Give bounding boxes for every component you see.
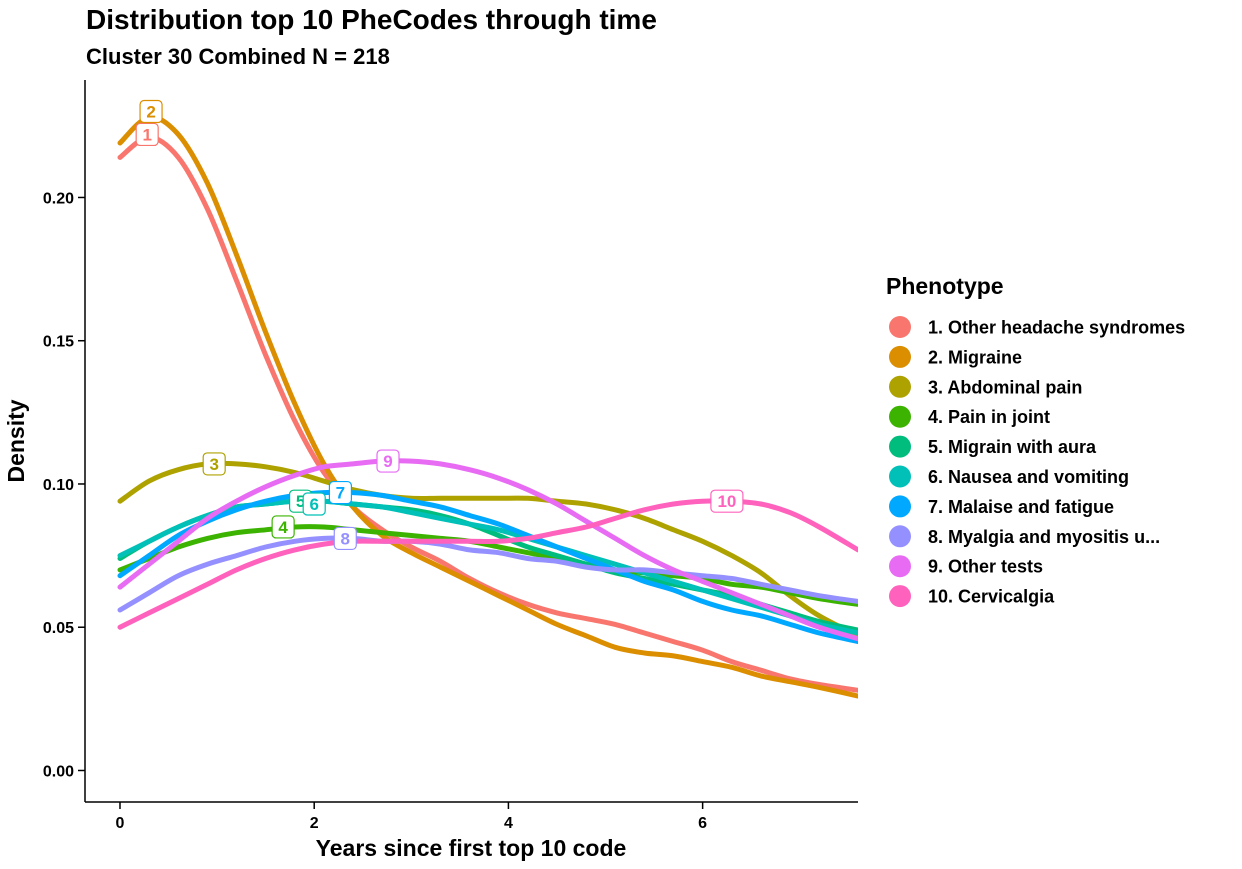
y-tick-label: 0.20: [43, 190, 74, 207]
series-label-text: 3: [209, 455, 218, 474]
series-label-7: 7: [328, 480, 353, 505]
series-label-box: [710, 489, 744, 513]
legend-item: 2. Migraine: [889, 345, 1022, 368]
series-label-1: 1: [135, 122, 159, 147]
chart-subtitle: Cluster 30 Combined N = 218: [86, 44, 390, 69]
legend-title: Phenotype: [886, 273, 1004, 299]
series-line-3: [117, 460, 858, 639]
legend-swatch: [889, 435, 911, 458]
series-label-text: 5: [296, 492, 305, 511]
y-tick-label: 0.05: [43, 620, 74, 637]
y-tick-label: 0.00: [43, 763, 74, 780]
series-label-8: 8: [333, 526, 357, 551]
legend-item: 10. Cervicalgia: [889, 585, 1055, 608]
series-label-text: 4: [278, 518, 288, 537]
series-label-3: 3: [202, 452, 226, 476]
legend-label: 2. Migraine: [928, 347, 1022, 367]
y-axis-ticks: 0.00 0.05 0.10 0.15 0.20: [43, 190, 85, 780]
series-label-box: [376, 449, 400, 473]
legend-swatch: [889, 585, 911, 608]
series-line-8: [117, 535, 858, 613]
series-label-10: 10: [710, 489, 744, 513]
series-label-box: [139, 99, 163, 124]
legend-label: 10. Cervicalgia: [928, 587, 1055, 607]
x-axis-title: Years since first top 10 code: [316, 835, 627, 861]
legend: Phenotype 1. Other headache syndromes 2. …: [886, 273, 1185, 608]
legend-swatch: [889, 405, 911, 428]
legend-item: 7. Malaise and fatigue: [889, 495, 1114, 518]
legend-item: 4. Pain in joint: [889, 405, 1050, 428]
legend-item: 1. Other headache syndromes: [889, 316, 1185, 338]
series-label-text: 8: [341, 529, 350, 548]
series-label-text: 1: [142, 125, 151, 144]
series-label-box: [271, 515, 295, 539]
legend-label: 5. Migrain with aura: [928, 437, 1097, 457]
x-tick-label: 6: [698, 815, 707, 832]
legend-item: 9. Other tests: [889, 555, 1043, 578]
x-tick-label: 4: [504, 815, 513, 832]
series-line-9: [117, 458, 858, 642]
legend-label: 8. Myalgia and myositis u...: [928, 527, 1160, 547]
series-label-9: 9: [376, 449, 400, 473]
legend-label: 4. Pain in joint: [928, 407, 1050, 427]
legend-label: 9. Other tests: [928, 557, 1043, 577]
series-label-text: 7: [336, 484, 345, 503]
x-tick-label: 0: [116, 815, 125, 832]
series-label-text: 2: [146, 103, 155, 122]
series-line-7: [117, 489, 858, 645]
legend-swatch: [889, 316, 911, 338]
legend-swatch: [889, 495, 911, 518]
legend-label: 6. Nausea and vomiting: [928, 467, 1129, 487]
y-tick-label: 0.10: [43, 477, 74, 494]
legend-label: 7. Malaise and fatigue: [928, 497, 1114, 517]
legend-swatch: [889, 555, 911, 578]
legend-swatch: [889, 375, 911, 398]
legend-swatch: [889, 525, 911, 548]
series-label-2: 2: [139, 99, 163, 124]
x-tick-label: 2: [310, 815, 319, 832]
series-label-box: [328, 480, 353, 505]
legend-label: 3. Abdominal pain: [928, 377, 1082, 397]
legend-item: 5. Migrain with aura: [889, 435, 1097, 458]
y-axis-title: Density: [3, 399, 29, 482]
series-label-box: [202, 452, 226, 476]
series-label-text: 9: [383, 452, 392, 471]
legend-swatch: [889, 345, 911, 368]
legend-item: 3. Abdominal pain: [889, 375, 1082, 398]
x-axis-ticks: 0 2 4 6: [116, 802, 707, 832]
series-label-text: 6: [309, 495, 318, 514]
y-tick-label: 0.15: [43, 334, 74, 351]
legend-swatch: [889, 465, 911, 488]
series-label-text: 10: [717, 492, 736, 511]
series-line-2: [117, 114, 858, 699]
series-label-6: 6: [302, 492, 326, 516]
series-labels: 1 2 3 45 67 8 9 10: [135, 99, 744, 551]
series-label-4: 4: [271, 515, 295, 539]
legend-item: 8. Myalgia and myositis u...: [889, 525, 1160, 548]
series-label-box: [333, 526, 357, 551]
series-line-1: [117, 134, 858, 693]
series-label-box: [302, 492, 326, 516]
series-curves: [117, 114, 858, 699]
chart-title: Distribution top 10 PheCodes through tim…: [86, 4, 657, 35]
series-label-box: [135, 122, 159, 147]
legend-item: 6. Nausea and vomiting: [889, 465, 1129, 488]
legend-label: 1. Other headache syndromes: [928, 318, 1185, 338]
